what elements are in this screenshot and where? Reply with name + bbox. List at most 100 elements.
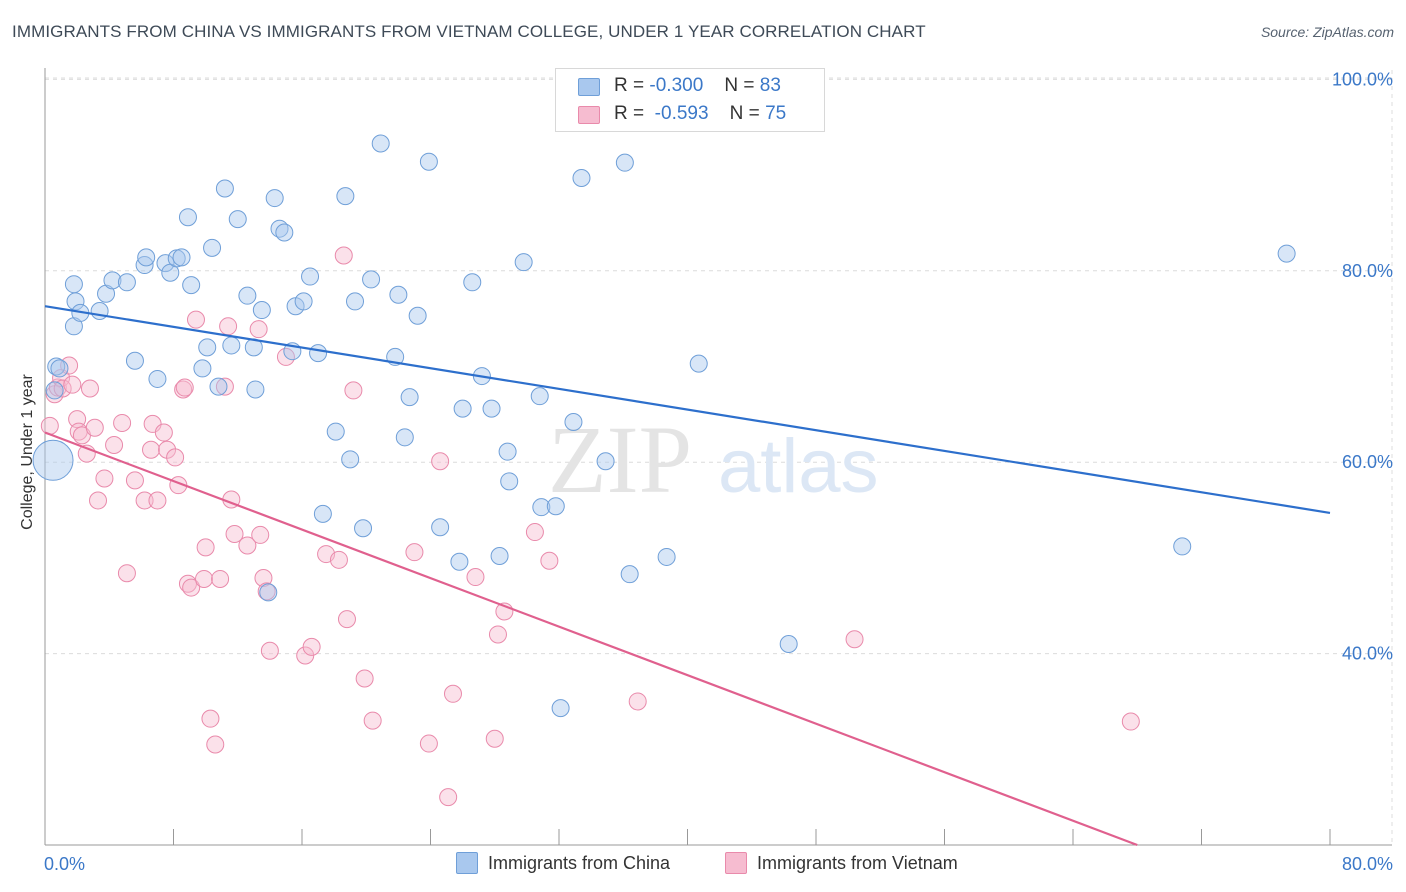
vietnam-point (63, 375, 82, 394)
legend-item-vietnam[interactable]: Immigrants from Vietnam (725, 852, 958, 874)
china-point (198, 338, 217, 357)
china-point (172, 248, 191, 267)
vietnam-point (540, 551, 559, 570)
china-point (546, 497, 565, 516)
china-point (50, 359, 69, 378)
china-point (572, 168, 591, 187)
watermark-zip: ZIP (548, 406, 692, 513)
vietnam-point (355, 669, 374, 688)
vietnam-trend-line (44, 431, 1138, 847)
china-point (1277, 244, 1296, 263)
china-point (259, 583, 278, 602)
vietnam-point (135, 491, 154, 510)
china-point (482, 399, 501, 418)
y-tick-label: 40.0% (1342, 644, 1393, 664)
vietnam-point (142, 440, 161, 459)
vietnam-point (439, 788, 458, 807)
vietnam-point (1121, 712, 1140, 731)
china-point (156, 254, 175, 273)
x-tick-label: 80.0% (1342, 854, 1393, 874)
china-point (408, 306, 427, 325)
vietnam-point (95, 469, 114, 488)
vietnam-point (845, 630, 864, 649)
china-point (615, 153, 634, 172)
vietnam-point (182, 578, 201, 597)
china-point (453, 399, 472, 418)
china-point (341, 450, 360, 469)
china-point (532, 498, 551, 517)
china-point (64, 275, 83, 294)
china-point (779, 635, 798, 654)
legend-item-china[interactable]: Immigrants from China (456, 852, 670, 874)
watermark: ZIP atlas (548, 406, 879, 513)
china-point (530, 387, 549, 406)
vietnam-point (443, 684, 462, 703)
china-point (490, 546, 509, 565)
vietnam-swatch (578, 106, 600, 124)
vietnam-point (238, 536, 257, 555)
china-point (47, 357, 66, 376)
china-point (400, 388, 419, 407)
legend-r-label: R = (614, 103, 645, 124)
vietnam-point (125, 471, 144, 490)
vietnam-point (485, 729, 504, 748)
legend-label-vietnam: Immigrants from Vietnam (757, 852, 958, 873)
vietnam-point (254, 568, 273, 587)
vietnam-point (40, 416, 59, 435)
china-point (463, 273, 482, 292)
vietnam-point (201, 709, 220, 728)
china-point (178, 208, 197, 227)
china-point (66, 292, 85, 311)
vietnam-point (196, 538, 215, 557)
china-point (137, 248, 156, 267)
y-tick-label: 100.0% (1332, 69, 1393, 89)
china-point (228, 210, 247, 229)
vietnam-point (186, 310, 205, 329)
chart-title: IMMIGRANTS FROM CHINA VS IMMIGRANTS FROM… (12, 22, 926, 41)
china-point (313, 504, 332, 523)
legend-r-label: R = (614, 75, 645, 96)
source-credit: Source: ZipAtlas.com (1260, 24, 1394, 40)
china-point (564, 413, 583, 432)
vietnam-point (525, 523, 544, 542)
vietnam-point (405, 543, 424, 562)
china-point (498, 442, 517, 461)
china-point (336, 187, 355, 206)
china-point (689, 354, 708, 373)
china-point (45, 381, 64, 400)
china-point (389, 285, 408, 304)
china-point (371, 134, 390, 153)
axes (44, 68, 1392, 846)
china-point (294, 292, 313, 311)
vietnam-point (337, 610, 356, 629)
gridlines (45, 70, 1393, 845)
vietnam-point (89, 491, 108, 510)
vietnam-point (329, 550, 348, 569)
china-point (148, 369, 167, 388)
china-point (431, 518, 450, 537)
china-point (309, 344, 328, 363)
china-point (620, 565, 639, 584)
x-tick-label: 0.0% (44, 854, 85, 874)
vietnam-point (154, 423, 173, 442)
china-swatch (578, 78, 600, 96)
vietnam-point (206, 735, 225, 754)
legend-n-value-china: 83 (759, 75, 781, 96)
vietnam-point (225, 524, 244, 543)
china-point (419, 152, 438, 171)
vietnam-point (85, 418, 104, 437)
china-point (209, 377, 228, 396)
vietnam-point (219, 317, 238, 336)
legend-r-value-china: -0.300 (649, 75, 704, 96)
china-point (450, 552, 469, 571)
china-point (32, 439, 74, 481)
watermark-atlas: atlas (718, 424, 879, 509)
vietnam-point (166, 448, 185, 467)
china-point (135, 256, 154, 275)
vietnam-point (488, 625, 507, 644)
china-point (222, 336, 241, 355)
vietnam-point (257, 582, 276, 601)
china-point (193, 359, 212, 378)
china-point (265, 189, 284, 208)
